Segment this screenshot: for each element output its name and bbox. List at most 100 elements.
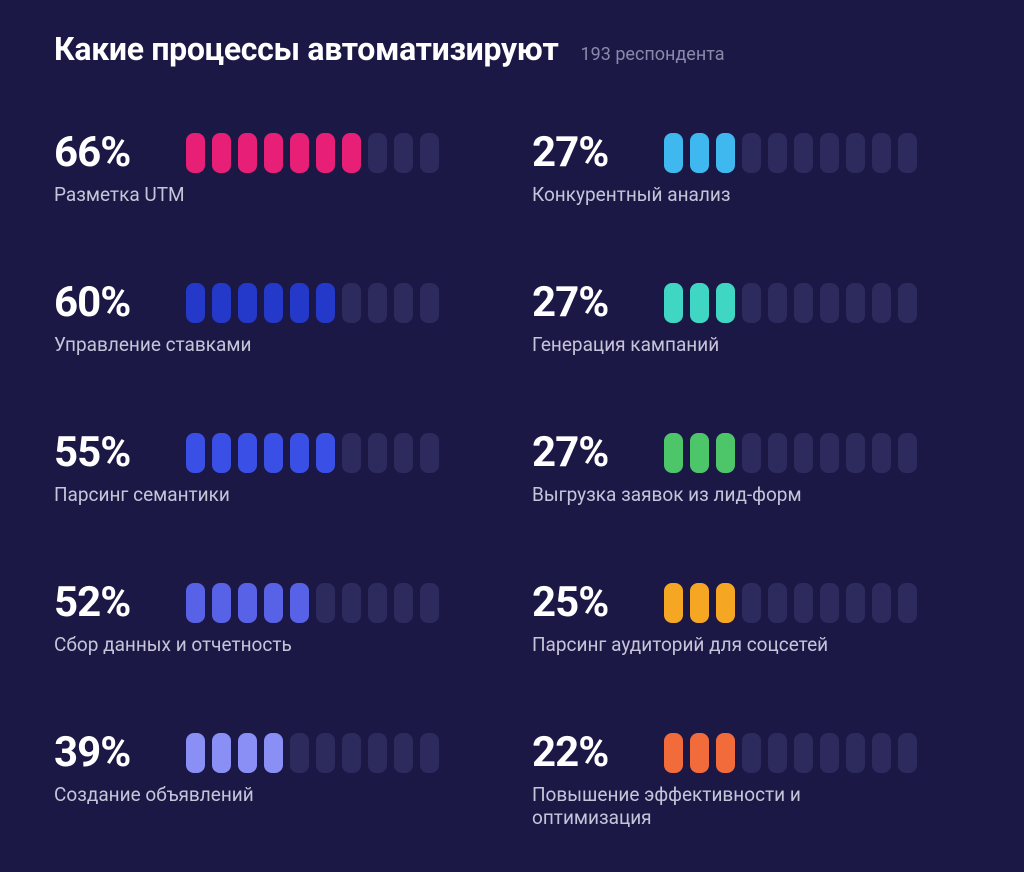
pill-filled	[264, 133, 283, 173]
pill-filled	[238, 433, 257, 473]
pill-empty	[742, 133, 761, 173]
pill-empty	[742, 433, 761, 473]
pill-empty	[394, 433, 413, 473]
header: Какие процессы автоматизируют 193 респон…	[54, 30, 970, 68]
percent-value: 22%	[532, 728, 642, 777]
pill-empty	[794, 583, 813, 623]
subtitle: 193 респондента	[581, 44, 725, 65]
pill-empty	[420, 583, 439, 623]
pill-empty	[368, 583, 387, 623]
pill-empty	[872, 283, 891, 323]
pill-empty	[768, 433, 787, 473]
chart-item-label: Генерация кампаний	[532, 333, 912, 356]
chart-item: 52%Сбор данных и отчетность	[54, 578, 492, 656]
pill-empty	[820, 283, 839, 323]
pill-empty	[420, 433, 439, 473]
pill-filled	[264, 583, 283, 623]
pill-empty	[872, 433, 891, 473]
pill-empty	[820, 733, 839, 773]
pill-bar	[186, 583, 439, 623]
pill-empty	[846, 133, 865, 173]
pill-empty	[742, 733, 761, 773]
pill-empty	[768, 133, 787, 173]
pill-filled	[290, 283, 309, 323]
percent-value: 39%	[54, 728, 164, 777]
pill-empty	[794, 433, 813, 473]
pill-filled	[716, 733, 735, 773]
pill-filled	[264, 433, 283, 473]
pill-empty	[742, 283, 761, 323]
chart-item: 25% Парсинг аудиторий для соцсетей	[532, 578, 970, 656]
pill-empty	[768, 583, 787, 623]
pill-bar	[186, 283, 439, 323]
pill-empty	[368, 733, 387, 773]
pill-empty	[820, 433, 839, 473]
percent-value: 55%	[54, 428, 164, 477]
pill-empty	[394, 733, 413, 773]
pill-empty	[420, 133, 439, 173]
pill-empty	[872, 133, 891, 173]
pill-empty	[368, 133, 387, 173]
pill-filled	[186, 283, 205, 323]
pill-filled	[716, 583, 735, 623]
pill-filled	[186, 133, 205, 173]
pill-empty	[846, 283, 865, 323]
pill-bar	[186, 133, 439, 173]
pill-filled	[186, 433, 205, 473]
pill-filled	[212, 583, 231, 623]
pill-empty	[342, 583, 361, 623]
pill-filled	[690, 433, 709, 473]
pill-empty	[768, 733, 787, 773]
percent-value: 66%	[54, 128, 164, 177]
pill-filled	[664, 133, 683, 173]
page-title: Какие процессы автоматизируют	[54, 30, 559, 68]
pill-bar	[664, 133, 917, 173]
pill-bar	[186, 733, 439, 773]
pill-filled	[316, 283, 335, 323]
pill-empty	[794, 283, 813, 323]
chart-item-label: Парсинг аудиторий для соцсетей	[532, 633, 912, 656]
chart-item: 39% Создание объявлений	[54, 728, 492, 829]
pill-bar	[664, 583, 917, 623]
pill-empty	[898, 433, 917, 473]
pill-filled	[316, 133, 335, 173]
pill-filled	[238, 133, 257, 173]
chart-item-top: 25%	[532, 578, 970, 627]
pill-bar	[186, 433, 439, 473]
chart-item-top: 27%	[532, 278, 970, 327]
chart-item-top: 66%	[54, 128, 492, 177]
pill-empty	[820, 133, 839, 173]
percent-value: 27%	[532, 428, 642, 477]
chart-grid: 66%Разметка UTM27%Конкурентный анализ60%…	[54, 128, 970, 829]
chart-item-top: 55%	[54, 428, 492, 477]
pill-filled	[238, 583, 257, 623]
pill-empty	[846, 583, 865, 623]
chart-item: 27% Выгрузка заявок из лид-форм	[532, 428, 970, 506]
pill-bar	[664, 733, 917, 773]
pill-bar	[664, 433, 917, 473]
pill-filled	[716, 433, 735, 473]
percent-value: 25%	[532, 578, 642, 627]
pill-empty	[898, 283, 917, 323]
chart-item-label: Выгрузка заявок из лид-форм	[532, 483, 912, 506]
pill-empty	[394, 283, 413, 323]
pill-empty	[846, 733, 865, 773]
pill-filled	[238, 733, 257, 773]
pill-filled	[664, 433, 683, 473]
pill-filled	[212, 433, 231, 473]
pill-empty	[368, 433, 387, 473]
pill-empty	[394, 583, 413, 623]
pill-empty	[898, 133, 917, 173]
pill-filled	[264, 733, 283, 773]
chart-item: 27% Генерация кампаний	[532, 278, 970, 356]
chart-item-label: Создание объявлений	[54, 783, 434, 806]
pill-empty	[794, 133, 813, 173]
chart-item-top: 52%	[54, 578, 492, 627]
chart-item: 55%Парсинг семантики	[54, 428, 492, 506]
pill-filled	[690, 133, 709, 173]
pill-empty	[342, 733, 361, 773]
infographic-container: Какие процессы автоматизируют 193 респон…	[0, 0, 1024, 872]
pill-filled	[690, 283, 709, 323]
chart-item-label: Конкурентный анализ	[532, 183, 912, 206]
pill-filled	[264, 283, 283, 323]
